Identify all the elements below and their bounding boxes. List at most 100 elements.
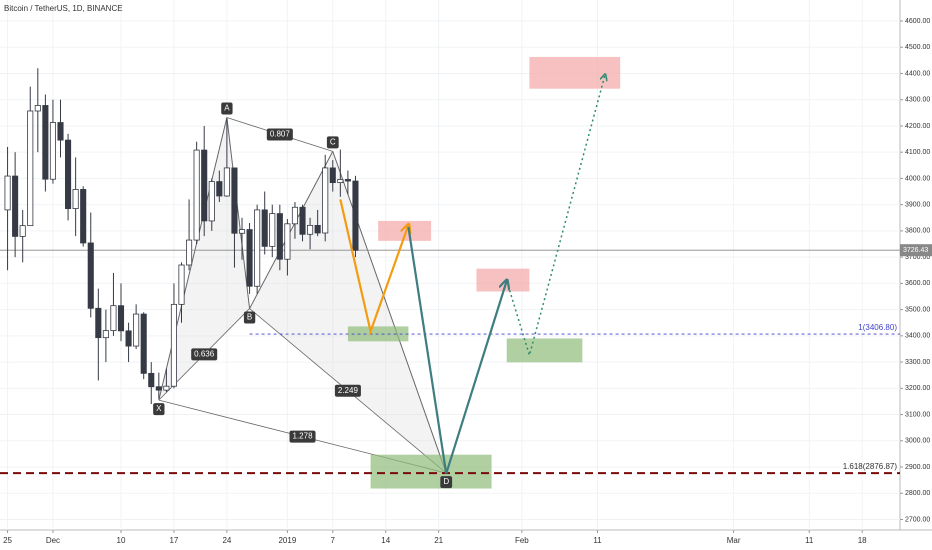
point-label: D xyxy=(443,477,449,486)
y-tick-label: 2900.00 xyxy=(905,464,930,471)
x-tick-label: Dec xyxy=(46,536,60,545)
zone xyxy=(506,338,583,363)
candle-body xyxy=(49,122,56,180)
candle-body xyxy=(65,139,72,209)
candle-body xyxy=(87,242,94,309)
y-tick-label: 4200.00 xyxy=(905,123,930,130)
x-tick-label: 10 xyxy=(117,536,126,545)
point-label-box xyxy=(243,311,256,324)
y-tick-label: 3400.00 xyxy=(905,333,930,340)
candle-body xyxy=(34,105,41,112)
candle-body xyxy=(314,224,321,234)
candle-body xyxy=(208,181,215,222)
last-price-label: 3726.43 xyxy=(903,247,928,254)
level-label: 1(3406.80) xyxy=(858,323,897,332)
y-tick-label: 4600.00 xyxy=(905,18,930,25)
y-tick-label: 3300.00 xyxy=(905,359,930,366)
candle-body xyxy=(72,189,79,209)
y-tick-label: 3900.00 xyxy=(905,201,930,208)
y-tick-label: 3700.00 xyxy=(905,254,930,261)
point-label-box xyxy=(326,136,339,149)
candle-body xyxy=(102,330,109,339)
candle-body xyxy=(163,385,170,391)
zone xyxy=(529,56,621,89)
candle-body xyxy=(254,209,261,287)
candle-body xyxy=(291,206,299,225)
level-label: 1.618(2876.87) xyxy=(843,462,898,471)
x-tick-label: 2019 xyxy=(278,536,296,545)
x-tick-label: 25 xyxy=(3,536,12,545)
ratio-label: 0.807 xyxy=(270,130,291,139)
x-tick-label: 14 xyxy=(381,536,390,545)
ratio-label: 1.278 xyxy=(293,432,314,441)
ratio-label: 2.249 xyxy=(338,386,359,395)
y-tick-label: 3100.00 xyxy=(905,411,930,418)
pattern-fill xyxy=(249,151,447,474)
y-tick-label: 4400.00 xyxy=(905,70,930,77)
candle-body xyxy=(329,167,336,184)
candle-body xyxy=(337,179,344,184)
pattern-leg xyxy=(158,117,228,401)
candle-body xyxy=(231,167,238,234)
pattern-leg xyxy=(332,151,447,474)
candle-body xyxy=(284,223,291,260)
point-label: C xyxy=(330,138,336,147)
ratio-label-box xyxy=(334,384,361,397)
point-label: X xyxy=(156,404,162,413)
x-tick-label: 11 xyxy=(805,536,814,545)
candle-body xyxy=(27,110,34,227)
candle-body xyxy=(178,264,185,305)
candle-body xyxy=(148,372,155,388)
arrow-path xyxy=(339,199,408,336)
candle-body xyxy=(307,224,314,235)
y-tick-label: 3800.00 xyxy=(905,228,930,235)
candle-body xyxy=(216,181,223,197)
candle-body xyxy=(223,167,230,197)
pattern-leg xyxy=(249,151,334,309)
candle-body xyxy=(170,303,177,387)
point-label: A xyxy=(224,104,230,113)
candle-body xyxy=(186,239,193,266)
candle-body xyxy=(246,229,253,287)
arrow-path xyxy=(506,75,605,358)
candle-body xyxy=(238,229,246,234)
y-tick-label: 2800.00 xyxy=(905,490,930,497)
x-tick-label: 21 xyxy=(434,536,443,545)
x-tick-label: 11 xyxy=(593,536,602,545)
y-tick-label: 3500.00 xyxy=(905,306,930,313)
y-tick-label: 4500.00 xyxy=(905,44,930,51)
candle-body xyxy=(133,313,140,347)
candle-body xyxy=(4,175,11,211)
point-label-box xyxy=(221,102,233,115)
x-tick-label: 7 xyxy=(331,536,336,545)
candle-body xyxy=(276,213,283,260)
x-tick-label: 17 xyxy=(169,536,178,545)
point-label-box xyxy=(440,476,453,489)
point-label: B xyxy=(247,313,252,322)
candle-body xyxy=(117,305,125,332)
candle-body xyxy=(95,307,102,339)
arrow-path xyxy=(407,226,506,474)
marks xyxy=(0,56,900,489)
candle-body xyxy=(261,209,268,247)
y-tick-label: 3000.00 xyxy=(905,438,930,445)
candle-body xyxy=(352,180,359,251)
x-tick-label: 24 xyxy=(222,536,231,545)
candle-body xyxy=(42,105,49,180)
ratio-label: 0.636 xyxy=(194,349,215,358)
last-price-box xyxy=(900,244,932,257)
ratio-label-box xyxy=(289,430,316,443)
y-tick-label: 4300.00 xyxy=(905,97,930,104)
ratio-label-box xyxy=(191,348,218,361)
candle-body xyxy=(19,225,26,237)
y-tick-label: 4000.00 xyxy=(905,175,930,182)
x-tick-label: Mar xyxy=(727,536,741,545)
candle-body xyxy=(57,122,64,141)
candle-body xyxy=(269,213,276,247)
candle-body xyxy=(80,189,87,244)
zone xyxy=(370,454,492,489)
x-tick-label: Feb xyxy=(515,536,529,545)
y-tick-label: 2700.00 xyxy=(905,516,930,523)
candle-body xyxy=(344,179,351,182)
